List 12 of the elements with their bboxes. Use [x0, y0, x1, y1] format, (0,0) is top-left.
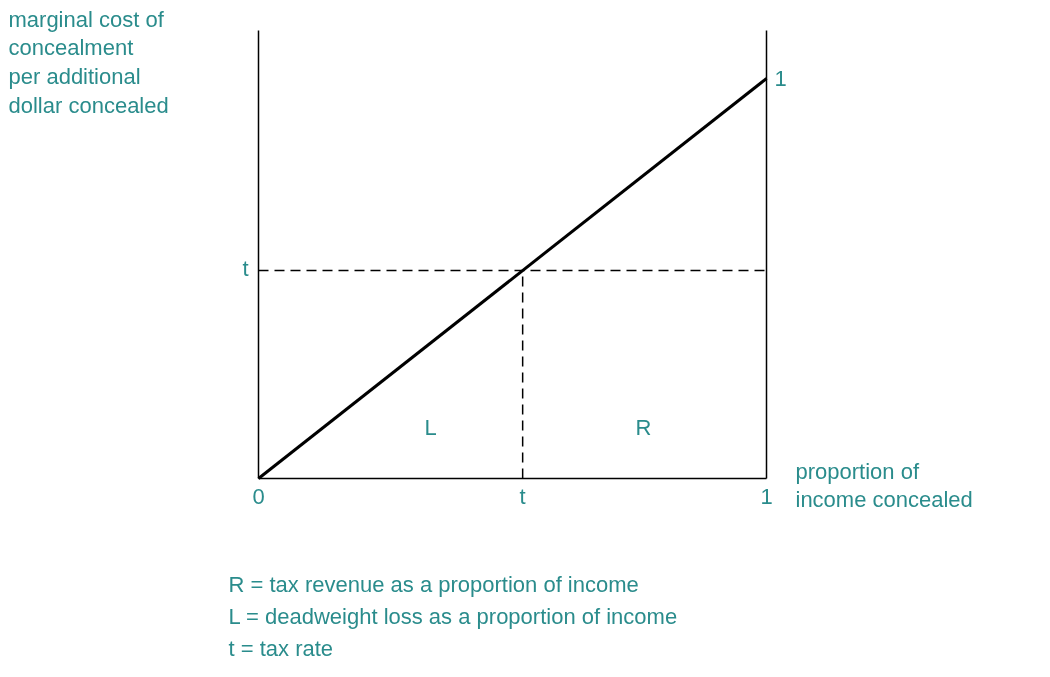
text: R = tax revenue as a proportion of income	[228, 572, 639, 597]
x-tick-label: t	[519, 484, 526, 509]
annotation: L	[424, 415, 437, 440]
text: t = tax rate	[228, 636, 334, 661]
annotation: R	[635, 415, 652, 440]
x-tick-label: 1	[760, 484, 773, 509]
text: t	[242, 256, 249, 281]
y-axis-title: marginal cost of concealment per additional dollar concealed	[8, 6, 169, 118]
text: 1	[774, 66, 787, 91]
x-tick-label: 0	[252, 484, 265, 509]
x-axis-title: proportion of income concealed	[795, 458, 973, 513]
text: L = deadweight loss as a proportion of income	[228, 604, 678, 629]
